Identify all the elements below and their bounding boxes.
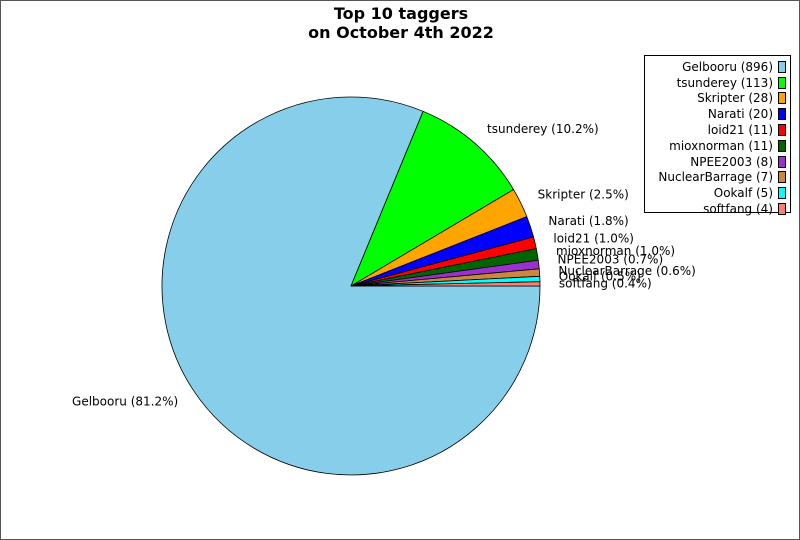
legend-label: NPEE2003 (8) [690, 154, 773, 169]
legend-swatch [778, 203, 786, 216]
legend-label: Ookalf (5) [713, 186, 773, 201]
legend-swatch [778, 76, 786, 89]
legend-item-narati: Narati (20) [645, 106, 786, 122]
legend-swatch [778, 139, 786, 152]
slice-label-narati: Narati (1.8%) [548, 214, 628, 228]
legend-item-tsunderey: tsunderey (113) [645, 75, 786, 91]
legend-item-ookalf: Ookalf (5) [645, 185, 786, 201]
chart-title: Top 10 taggers on October 4th 2022 [308, 4, 494, 42]
legend-swatch [778, 155, 786, 168]
legend-item-skripter: Skripter (28) [645, 91, 786, 107]
pie-slice-tsunderey [350, 110, 514, 287]
legend-label: Gelbooru (896) [682, 59, 773, 74]
legend-swatch [778, 108, 786, 121]
slice-label-ookalf: Ookalf (0.5%) [559, 269, 641, 283]
pie-slice-labels: Gelbooru (81.2%) tsunderey (10.2%) Skripte… [72, 122, 696, 409]
legend-item-gelbooru: Gelbooru (896) [645, 59, 786, 75]
slice-label-loid21: loid21 (1.0%) [553, 231, 634, 245]
slice-label-tsunderey: tsunderey (10.2%) [487, 122, 599, 136]
legend-swatch [778, 92, 786, 105]
legend: Gelbooru (896) tsunderey (113) Skripter (2… [644, 55, 791, 216]
pie-slice-softfang [350, 281, 541, 287]
legend-label: loid21 (11) [707, 123, 773, 138]
legend-item-softfang: softfang (4) [645, 201, 786, 217]
legend-label: NuclearBarrage (7) [658, 170, 773, 185]
slice-label-gelbooru: Gelbooru (81.2%) [72, 395, 178, 409]
legend-item-npee2003: NPEE2003 (8) [645, 154, 786, 170]
legend-item-mioxnorman: mioxnorman (11) [645, 138, 786, 154]
pie-slices [161, 96, 541, 476]
slice-label-skripter: Skripter (2.5%) [538, 188, 629, 202]
legend-label: Skripter (28) [697, 91, 773, 106]
legend-swatch [778, 124, 786, 137]
slice-label-softfang: softfang (0.4%) [559, 277, 652, 291]
legend-swatch [778, 187, 786, 200]
slice-label-nuclearbarrage: NuclearBarrage (0.6%) [558, 264, 695, 278]
legend-label: tsunderey (113) [676, 75, 773, 90]
legend-item-loid21: loid21 (11) [645, 122, 786, 138]
legend-label: softfang (4) [703, 202, 773, 217]
legend-swatch [778, 171, 786, 184]
slice-label-npee2003: NPEE2003 (0.7%) [558, 252, 664, 266]
legend-label: mioxnorman (11) [669, 138, 773, 153]
legend-swatch [778, 60, 786, 73]
legend-label: Narati (20) [707, 107, 773, 122]
legend-item-nuclearbarrage: NuclearBarrage (7) [645, 170, 786, 186]
slice-label-mioxnorman: mioxnorman (1.0%) [556, 244, 675, 258]
